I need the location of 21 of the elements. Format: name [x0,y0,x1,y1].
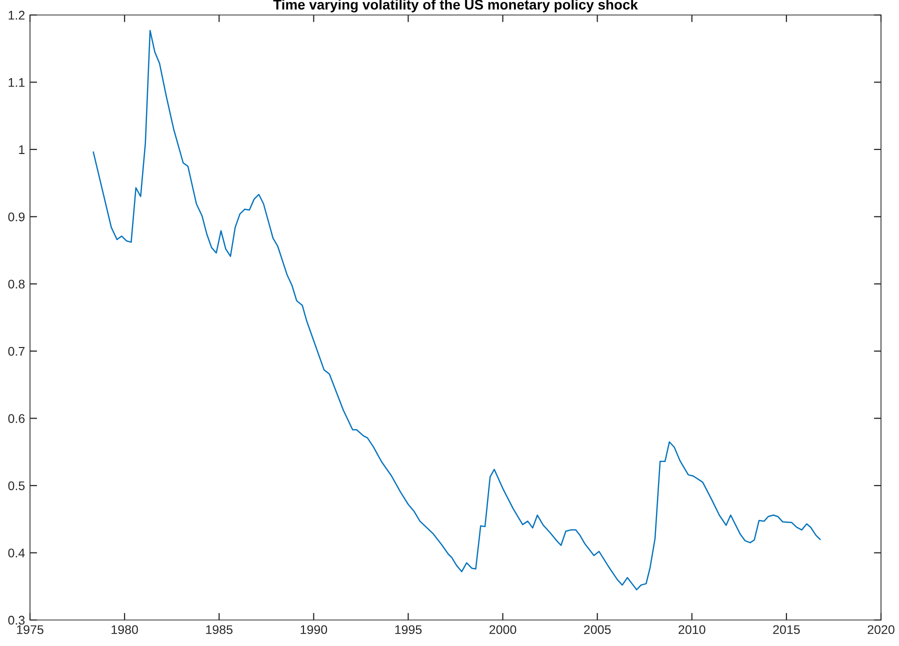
x-tick-label: 1985 [206,625,232,634]
y-tick-label: 0.4 [8,548,25,558]
y-tick-label: 1.2 [8,10,25,20]
y-tick-label: 1 [19,145,25,154]
y-tick-label: 0.8 [8,280,25,289]
x-tick-label: 2015 [773,625,800,634]
y-tick-label: 0.3 [8,616,25,625]
x-tick-label: 2000 [490,625,516,634]
y-tick-label: 0.5 [8,481,25,490]
line-series [92,30,821,590]
x-tick-label: 1975 [17,625,44,634]
x-tick-label: 2020 [868,625,894,634]
x-tick-label: 2010 [678,625,706,634]
x-tick-label: 2005 [584,625,611,634]
y-tick-label: 0.7 [8,346,25,356]
y-tick-label: 0.9 [8,212,25,222]
x-tick-label: 1980 [112,625,138,634]
y-tick-label: 1.1 [8,78,25,87]
x-tick-label: 1995 [395,625,422,634]
x-tick-label: 1990 [300,625,328,634]
y-tick-label: 0.6 [8,414,25,423]
